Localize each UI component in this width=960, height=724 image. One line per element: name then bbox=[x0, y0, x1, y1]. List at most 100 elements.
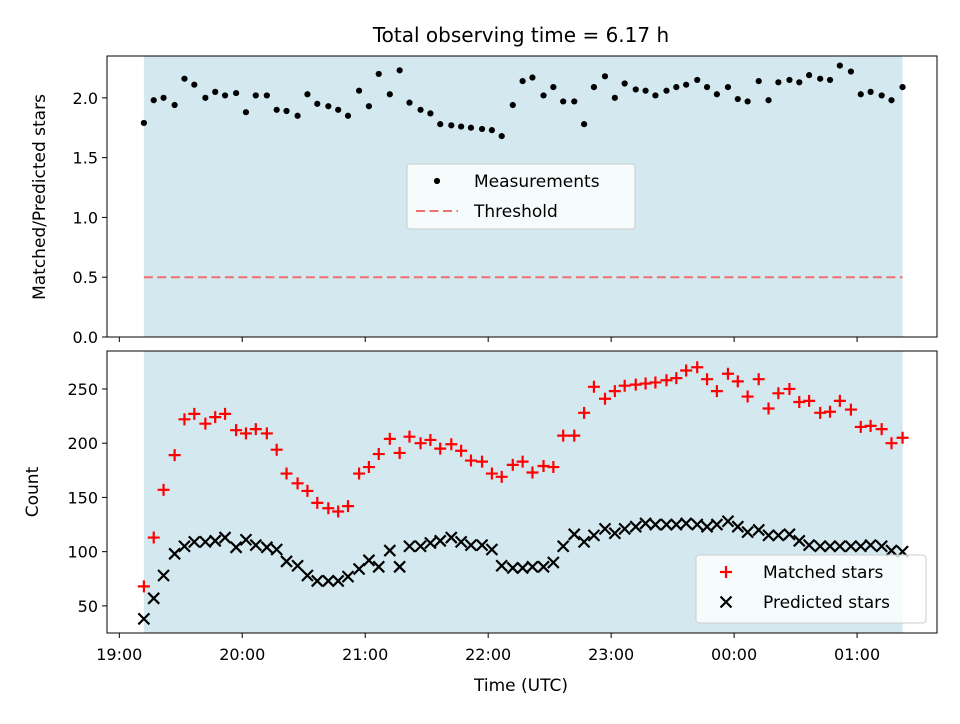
matched-stars-point bbox=[157, 483, 170, 496]
count-panel-marks bbox=[137, 361, 909, 626]
legend-label: Predicted stars bbox=[763, 593, 890, 613]
measurements-point bbox=[221, 92, 229, 99]
predicted-stars-point bbox=[618, 522, 631, 536]
measurements-point bbox=[703, 83, 711, 91]
matched-stars-point bbox=[701, 373, 714, 386]
matched-stars-point bbox=[199, 417, 212, 430]
predicted-stars-point bbox=[331, 574, 345, 588]
predicted-stars-point bbox=[301, 569, 314, 582]
predicted-stars-point bbox=[229, 541, 243, 554]
predicted-stars-point bbox=[310, 574, 324, 588]
measurements-point bbox=[571, 98, 578, 105]
measurements-point bbox=[212, 88, 219, 95]
matched-stars-point bbox=[280, 467, 293, 480]
measurements-point bbox=[355, 87, 363, 94]
matched-stars-point bbox=[844, 403, 857, 416]
matched-stars-point bbox=[680, 364, 693, 377]
y-tick-label: 0.5 bbox=[73, 268, 98, 287]
predicted-stars-point bbox=[341, 570, 355, 583]
measurements-point bbox=[694, 76, 701, 84]
measurements-point bbox=[560, 98, 567, 105]
x-axis-label: Time (UTC) bbox=[473, 676, 568, 696]
matched-stars-point bbox=[301, 484, 314, 497]
matched-stars-point bbox=[618, 379, 631, 392]
matched-stars-point bbox=[864, 419, 877, 432]
matched-stars-point bbox=[137, 580, 150, 593]
measurements-point bbox=[202, 94, 209, 101]
matched-stars-point bbox=[311, 496, 324, 509]
matched-stars-point bbox=[414, 437, 427, 450]
measurements-point bbox=[765, 97, 772, 104]
predicted-stars-point bbox=[178, 539, 191, 553]
x-tick-label: 22:00 bbox=[465, 645, 511, 664]
legend-label: Threshold bbox=[473, 202, 558, 222]
measurements-point bbox=[899, 83, 906, 91]
measurements-point bbox=[365, 103, 373, 110]
matched-stars-point bbox=[219, 407, 232, 420]
measurements-point bbox=[181, 75, 188, 82]
predicted-stars-point bbox=[793, 534, 806, 548]
matched-stars-point bbox=[783, 382, 796, 395]
measurements-point bbox=[406, 99, 413, 106]
predicted-stars-point bbox=[495, 559, 508, 573]
y-tick-label: 200 bbox=[67, 434, 98, 453]
measurements-point bbox=[642, 87, 649, 94]
measurements-point bbox=[796, 79, 803, 86]
measurements-point bbox=[878, 92, 885, 99]
legend-marker-swatch bbox=[433, 177, 441, 185]
matched-stars-point bbox=[875, 423, 888, 436]
matched-stars-point bbox=[188, 407, 201, 420]
predicted-stars-point bbox=[322, 574, 335, 588]
legend-label: Matched stars bbox=[763, 563, 883, 583]
predicted-stars-point bbox=[690, 518, 704, 531]
matched-stars-point bbox=[710, 385, 723, 398]
measurements-point bbox=[191, 81, 198, 88]
measurements-point bbox=[509, 101, 516, 109]
measurements-point bbox=[663, 87, 670, 94]
legend-box bbox=[695, 554, 927, 624]
ratio-panel-ylabel: Matched/Predicted stars bbox=[30, 94, 50, 300]
predicted-stars-point bbox=[802, 538, 816, 552]
measurements-point bbox=[529, 74, 536, 81]
matched-stars-point bbox=[403, 430, 416, 443]
matched-stars-point bbox=[578, 406, 591, 419]
predicted-stars-point bbox=[526, 560, 539, 574]
predicted-stars-point bbox=[752, 523, 765, 537]
matched-stars-point bbox=[322, 502, 335, 515]
x-tick-label: 01:00 bbox=[834, 645, 880, 664]
measurements-point bbox=[632, 86, 639, 93]
matched-stars-point bbox=[506, 458, 519, 471]
y-tick-label: 50 bbox=[78, 597, 98, 616]
matched-stars-point bbox=[772, 387, 785, 400]
predicted-stars-point bbox=[188, 535, 201, 549]
measurements-point bbox=[140, 119, 147, 127]
count-panel: 50 100 150 200 250 19:00 20:00 21:00 22:00 23:00 0… bbox=[23, 350, 938, 664]
y-tick-label: 100 bbox=[67, 543, 98, 562]
measurements-point bbox=[611, 94, 618, 101]
predicted-stars-point bbox=[741, 525, 754, 539]
predicted-stars-point bbox=[280, 555, 293, 568]
measurements-point bbox=[417, 106, 424, 113]
predicted-stars-point bbox=[433, 534, 447, 548]
matched-stars-point bbox=[587, 380, 600, 393]
predicted-stars-point bbox=[731, 520, 745, 533]
x-tick-label: 19:00 bbox=[96, 645, 142, 664]
predicted-stars-point bbox=[567, 528, 581, 541]
y-tick-label: 1.5 bbox=[73, 149, 98, 168]
predicted-stars-point bbox=[424, 536, 437, 550]
predicted-stars-point bbox=[475, 538, 489, 552]
predicted-stars-point bbox=[885, 544, 898, 557]
measurements-point bbox=[775, 79, 782, 86]
measurements-point bbox=[683, 81, 690, 88]
predicted-stars-point bbox=[352, 562, 366, 576]
predicted-stars-point bbox=[547, 556, 560, 569]
measurements-point bbox=[252, 92, 259, 99]
predicted-stars-point bbox=[875, 539, 888, 553]
matched-stars-point bbox=[670, 372, 683, 385]
measurements-point bbox=[724, 83, 732, 91]
measurements-point bbox=[786, 76, 793, 84]
predicted-stars-point bbox=[291, 559, 304, 573]
matched-stars-point bbox=[230, 424, 243, 437]
predicted-stars-point bbox=[864, 538, 877, 552]
